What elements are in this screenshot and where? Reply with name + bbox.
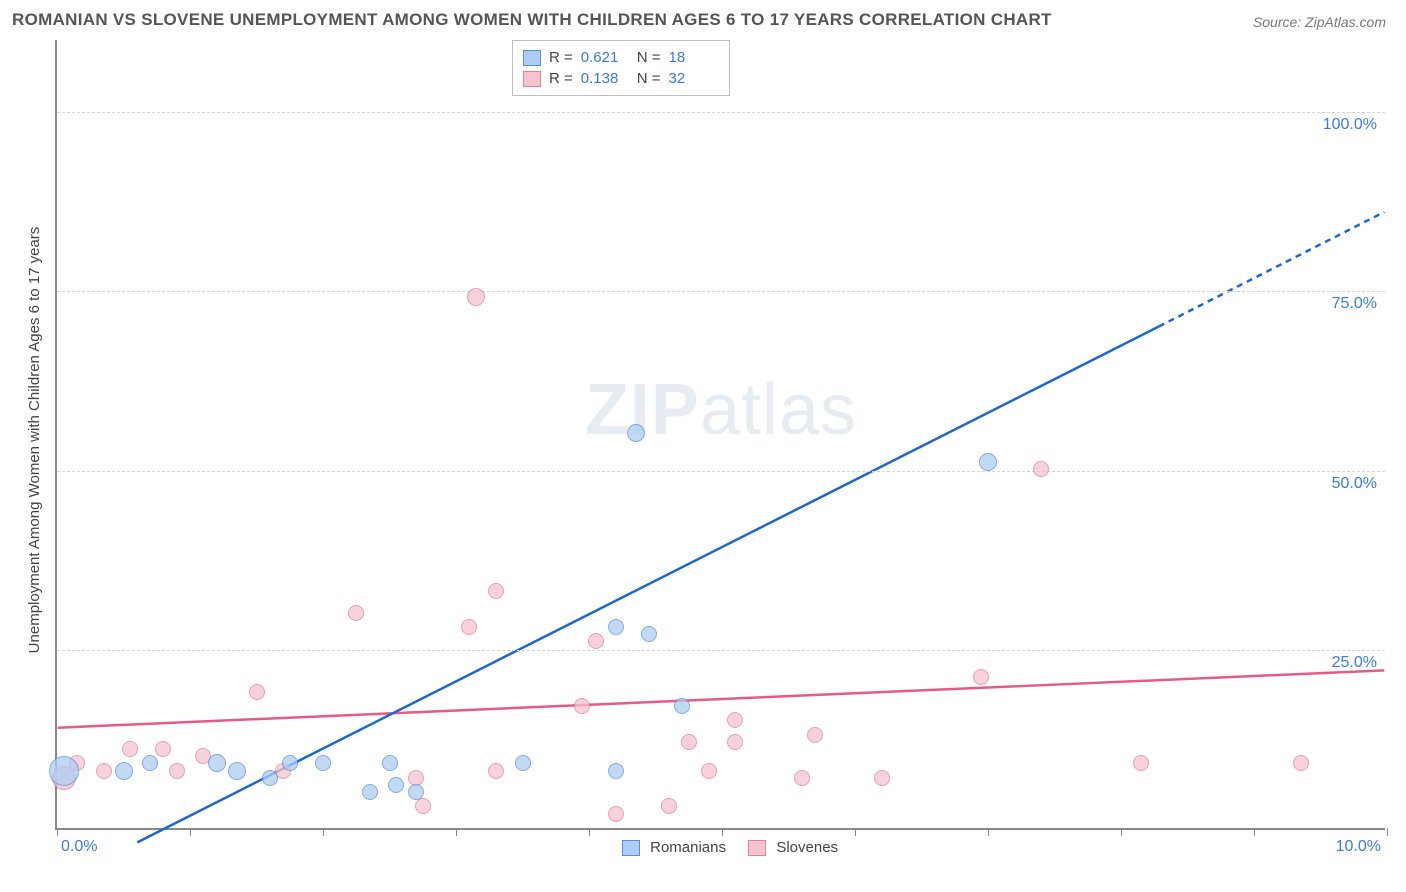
correlation-chart: ROMANIAN VS SLOVENE UNEMPLOYMENT AMONG W…: [0, 0, 1406, 892]
scatter-point-series2: [973, 669, 989, 685]
gridline: [57, 112, 1385, 113]
scatter-point-series2: [794, 770, 810, 786]
scatter-point-series2: [681, 734, 697, 750]
scatter-point-series2: [415, 798, 431, 814]
scatter-point-series1: [362, 784, 378, 800]
scatter-point-series2: [169, 763, 185, 779]
scatter-point-series2: [348, 605, 364, 621]
x-tick: [1387, 828, 1388, 836]
scatter-point-series2: [701, 763, 717, 779]
source-label: Source: ZipAtlas.com: [1253, 14, 1386, 30]
scatter-point-series1: [142, 755, 158, 771]
stats-row-series1: R =0.621 N =18: [523, 47, 717, 68]
scatter-point-series1: [208, 754, 226, 772]
x-tick: [988, 828, 989, 836]
plot-area: ZIPatlas R =0.621 N =18 R =0.138 N =32 R…: [55, 40, 1385, 830]
x-tick-label: 0.0%: [61, 838, 97, 856]
stats-row-series2: R =0.138 N =32: [523, 68, 717, 89]
scatter-point-series1: [282, 755, 298, 771]
scatter-point-series2: [96, 763, 112, 779]
x-tick: [589, 828, 590, 836]
scatter-point-series2: [155, 741, 171, 757]
scatter-point-series2: [727, 712, 743, 728]
x-tick: [722, 828, 723, 836]
scatter-point-series2: [488, 763, 504, 779]
scatter-point-series1: [674, 698, 690, 714]
scatter-point-series2: [588, 633, 604, 649]
scatter-point-series2: [1133, 755, 1149, 771]
scatter-point-series1: [49, 756, 79, 786]
scatter-point-series2: [1033, 461, 1049, 477]
scatter-point-series1: [515, 755, 531, 771]
y-tick-label: 25.0%: [1332, 654, 1377, 672]
scatter-point-series2: [488, 583, 504, 599]
scatter-point-series1: [608, 763, 624, 779]
scatter-point-series2: [727, 734, 743, 750]
scatter-point-series1: [979, 453, 997, 471]
x-tick: [190, 828, 191, 836]
scatter-point-series2: [661, 798, 677, 814]
scatter-point-series1: [641, 626, 657, 642]
legend-swatch-series1: [622, 840, 640, 856]
scatter-point-series1: [382, 755, 398, 771]
scatter-point-series2: [1293, 755, 1309, 771]
y-tick-label: 75.0%: [1332, 295, 1377, 313]
legend-label-series2: Slovenes: [776, 839, 838, 856]
stats-legend-box: R =0.621 N =18 R =0.138 N =32: [512, 40, 730, 96]
x-tick: [855, 828, 856, 836]
scatter-point-series2: [807, 727, 823, 743]
x-tick: [1254, 828, 1255, 836]
scatter-point-series1: [315, 755, 331, 771]
scatter-point-series1: [115, 762, 133, 780]
scatter-point-series2: [608, 806, 624, 822]
y-tick-label: 50.0%: [1332, 475, 1377, 493]
scatter-point-series2: [467, 288, 485, 306]
x-tick-label: 10.0%: [1336, 838, 1381, 856]
scatter-point-series1: [388, 777, 404, 793]
x-tick: [57, 828, 58, 836]
trend-lines: [57, 40, 1385, 828]
scatter-point-series2: [574, 698, 590, 714]
scatter-point-series1: [228, 762, 246, 780]
scatter-point-series2: [122, 741, 138, 757]
scatter-point-series2: [874, 770, 890, 786]
scatter-point-series1: [608, 619, 624, 635]
scatter-point-series1: [627, 424, 645, 442]
legend-label-series1: Romanians: [650, 839, 726, 856]
gridline: [57, 471, 1385, 472]
gridline: [57, 650, 1385, 651]
scatter-point-series1: [408, 784, 424, 800]
scatter-point-series1: [262, 770, 278, 786]
bottom-legend: Romanians Slovenes: [57, 839, 1385, 856]
x-tick: [456, 828, 457, 836]
x-tick: [1121, 828, 1122, 836]
swatch-series2: [523, 71, 541, 87]
gridline: [57, 291, 1385, 292]
scatter-point-series2: [249, 684, 265, 700]
chart-title: ROMANIAN VS SLOVENE UNEMPLOYMENT AMONG W…: [12, 10, 1052, 30]
legend-swatch-series2: [748, 840, 766, 856]
x-tick: [323, 828, 324, 836]
y-tick-label: 100.0%: [1323, 116, 1377, 134]
swatch-series1: [523, 50, 541, 66]
scatter-point-series2: [461, 619, 477, 635]
